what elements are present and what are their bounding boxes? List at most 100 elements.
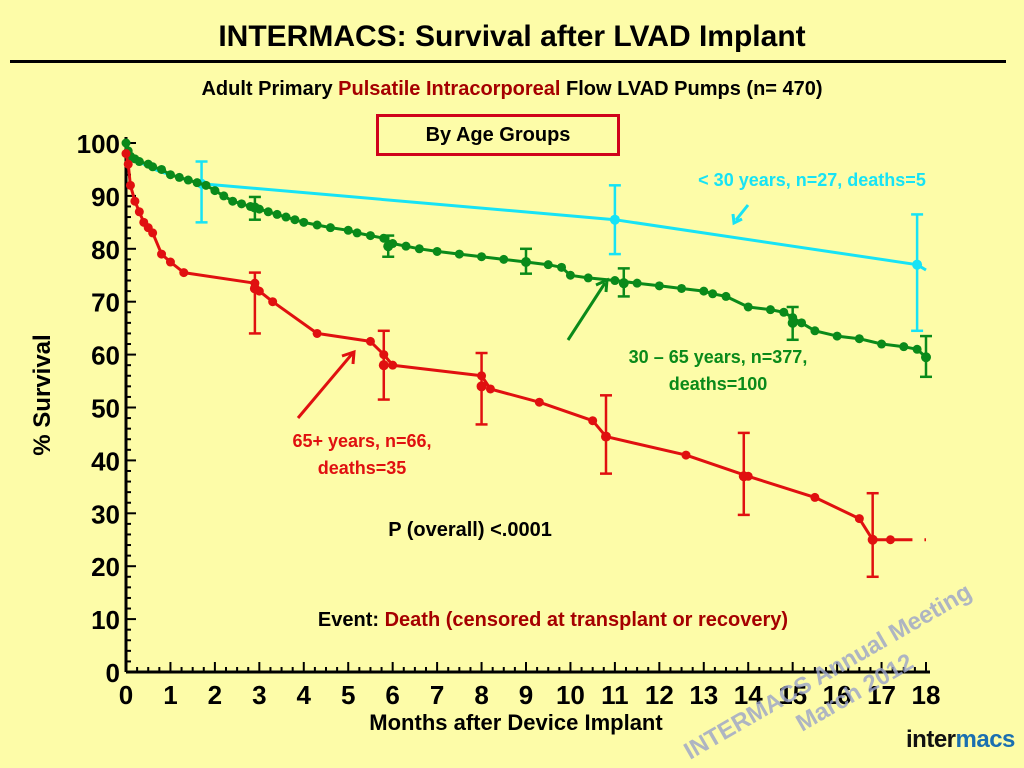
series-label-under30: < 30 years, n=27, deaths=5 xyxy=(698,170,926,190)
x-tick-label: 16 xyxy=(823,680,852,710)
x-tick-label: 11 xyxy=(601,680,629,710)
data-point-age30to65 xyxy=(343,225,353,235)
data-point-age30to65 xyxy=(454,249,464,259)
data-point-age65plus xyxy=(485,384,495,394)
x-tick-label: 18 xyxy=(912,680,941,710)
data-point-age65plus xyxy=(165,257,175,267)
x-tick-label: 9 xyxy=(519,680,533,710)
subtitle-highlight: Pulsatile Intracorporeal xyxy=(338,78,561,100)
data-point-age65plus xyxy=(179,268,189,278)
data-point-age30to65 xyxy=(165,170,175,180)
data-point-age30to65 xyxy=(877,339,887,349)
series-label-65plus-line2: deaths=35 xyxy=(318,458,407,478)
x-tick-label: 15 xyxy=(778,680,807,710)
x-tick-label: 4 xyxy=(297,680,312,710)
data-point-age65plus xyxy=(157,249,167,259)
data-point-age65plus xyxy=(588,416,598,426)
p-value-annotation: P (overall) <.0001 xyxy=(388,519,552,541)
chart-subtitle: Adult Primary Pulsatile Intracorporeal F… xyxy=(0,78,1024,101)
data-point-age65plus xyxy=(312,328,322,338)
arrow-head-30to65 xyxy=(595,277,609,293)
x-tick-label: 1 xyxy=(163,680,177,710)
data-point-age30to65 xyxy=(797,318,807,328)
y-tick-label: 10 xyxy=(91,605,120,635)
event-annotation: Event: Death (censored at transplant or … xyxy=(318,609,788,631)
y-tick-label: 50 xyxy=(91,394,120,424)
data-point-age30to65 xyxy=(583,273,593,283)
data-point-age30to65 xyxy=(281,212,291,222)
data-point-age30to65 xyxy=(432,246,442,256)
error-center-age65plus xyxy=(378,360,389,371)
logo-part-inter: inter xyxy=(906,726,956,753)
subtitle-suffix: Flow LVAD Pumps (n= 470) xyxy=(566,78,823,100)
chart-title: INTERMACS: Survival after LVAD Implant xyxy=(218,20,806,53)
data-point-age65plus xyxy=(121,149,131,159)
data-point-age30to65 xyxy=(477,252,487,262)
data-point-age65plus xyxy=(854,514,864,524)
error-center-age30to65 xyxy=(921,352,931,363)
data-point-age30to65 xyxy=(183,175,193,185)
arrow-30to65 xyxy=(566,282,607,341)
data-point-age30to65 xyxy=(228,196,238,206)
y-tick-label: 30 xyxy=(91,499,120,529)
error-center-under30 xyxy=(912,259,923,270)
data-point-age65plus xyxy=(365,336,375,346)
data-point-age30to65 xyxy=(543,260,553,270)
data-point-age30to65 xyxy=(401,241,411,251)
data-point-age65plus xyxy=(125,180,135,190)
subtitle-prefix: Adult Primary xyxy=(201,78,333,100)
x-tick-label: 0 xyxy=(119,680,133,710)
y-tick-label: 0 xyxy=(106,658,120,688)
data-point-age30to65 xyxy=(157,164,167,174)
x-tick-label: 5 xyxy=(341,680,355,710)
data-point-age30to65 xyxy=(414,244,424,254)
x-tick-label: 13 xyxy=(689,680,718,710)
data-point-age30to65 xyxy=(632,278,642,288)
error-center-age30to65 xyxy=(521,257,531,268)
x-tick-label: 12 xyxy=(645,680,674,710)
data-point-age65plus xyxy=(885,535,895,545)
y-tick-label: 60 xyxy=(91,341,120,371)
data-point-age30to65 xyxy=(352,228,362,238)
data-point-age30to65 xyxy=(272,209,282,219)
data-point-age30to65 xyxy=(210,186,220,196)
data-point-age65plus xyxy=(810,492,820,502)
x-tick-label: 3 xyxy=(252,680,266,710)
data-point-age30to65 xyxy=(654,281,664,291)
data-point-age30to65 xyxy=(263,207,273,217)
series-label-65plus-line1: 65+ years, n=66, xyxy=(292,431,431,451)
arrow-65plus xyxy=(296,353,354,419)
series-label-30to65-line2: deaths=100 xyxy=(669,374,768,394)
group-label-box: By Age Groups xyxy=(376,114,620,156)
arrow-under30 xyxy=(734,204,750,221)
error-center-age65plus xyxy=(476,381,487,392)
data-point-age30to65 xyxy=(610,276,620,286)
data-point-age65plus xyxy=(388,360,398,370)
x-tick-label: 6 xyxy=(385,680,399,710)
intermacs-logo: intermacs xyxy=(906,726,1015,754)
error-center-age65plus xyxy=(601,431,611,442)
y-tick-label: 40 xyxy=(91,446,120,476)
data-point-age65plus xyxy=(534,397,544,407)
event-text: Death (censored at transplant or recover… xyxy=(385,609,788,631)
data-point-age30to65 xyxy=(708,289,718,299)
data-point-age30to65 xyxy=(174,172,184,182)
logo-part-macs: macs xyxy=(955,726,1016,753)
y-tick-label: 70 xyxy=(91,288,120,318)
data-point-age30to65 xyxy=(219,191,229,201)
data-point-age30to65 xyxy=(148,162,158,172)
x-tick-label: 14 xyxy=(734,680,763,710)
y-tick-label: 80 xyxy=(91,235,120,265)
data-point-age30to65 xyxy=(721,291,731,301)
x-tick-label: 7 xyxy=(430,680,444,710)
data-point-age65plus xyxy=(148,228,158,238)
data-point-age65plus xyxy=(134,207,144,217)
x-tick-label: 2 xyxy=(208,680,222,710)
data-point-age30to65 xyxy=(854,334,864,344)
data-point-age30to65 xyxy=(899,342,909,352)
title-rule xyxy=(10,60,1006,63)
data-point-age30to65 xyxy=(121,138,131,148)
y-tick-label: 90 xyxy=(91,182,120,212)
series-label-30to65-line1: 30 – 65 years, n=377, xyxy=(629,347,808,367)
